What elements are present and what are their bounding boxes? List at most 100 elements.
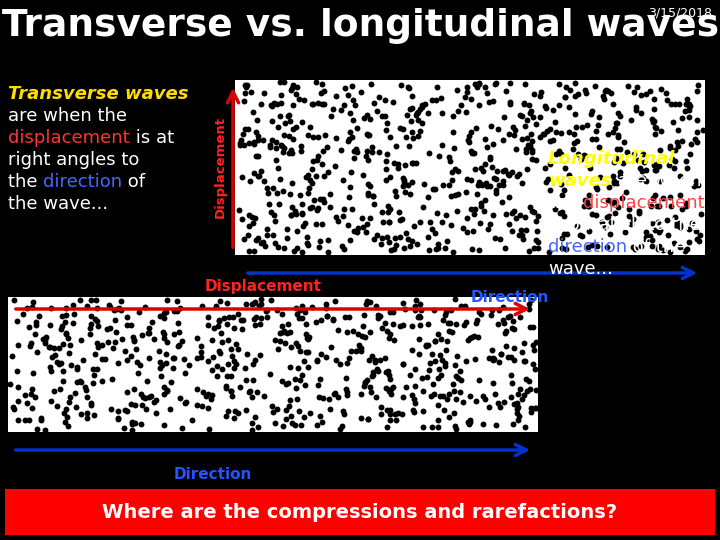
Point	[474, 219, 486, 227]
Point	[88, 364, 99, 373]
Point	[312, 133, 323, 141]
Point	[500, 210, 512, 218]
Point	[508, 206, 520, 215]
Point	[60, 303, 71, 312]
Point	[58, 339, 69, 348]
Point	[487, 379, 499, 388]
Point	[368, 367, 379, 376]
Point	[366, 388, 377, 396]
Point	[26, 385, 37, 394]
Point	[12, 396, 24, 405]
Point	[407, 322, 418, 330]
Point	[655, 84, 667, 93]
Point	[55, 325, 67, 334]
Point	[366, 352, 378, 361]
Point	[413, 313, 424, 321]
Point	[602, 196, 613, 205]
Point	[499, 397, 510, 406]
Point	[364, 213, 376, 222]
Point	[241, 349, 253, 358]
Point	[240, 364, 251, 373]
Point	[431, 96, 442, 104]
Point	[384, 410, 395, 418]
Point	[302, 188, 313, 197]
Point	[373, 310, 384, 319]
Point	[269, 217, 281, 226]
Point	[413, 116, 424, 125]
Point	[382, 150, 393, 158]
Point	[429, 228, 441, 237]
Point	[389, 159, 400, 167]
Text: right angles to: right angles to	[8, 151, 140, 169]
Point	[443, 153, 454, 161]
Point	[691, 116, 703, 125]
Point	[381, 126, 392, 134]
Point	[377, 323, 388, 332]
Point	[202, 313, 214, 321]
Point	[433, 244, 444, 252]
Point	[528, 341, 539, 349]
Point	[344, 128, 356, 137]
Point	[137, 331, 148, 340]
Point	[567, 145, 578, 153]
Point	[292, 244, 303, 252]
Point	[114, 303, 125, 312]
Point	[497, 167, 508, 176]
Point	[360, 228, 372, 237]
Point	[394, 233, 405, 242]
Point	[275, 140, 287, 149]
Point	[519, 356, 531, 365]
Point	[136, 401, 148, 409]
Point	[158, 308, 170, 317]
Point	[279, 338, 291, 347]
Text: wave...: wave...	[548, 260, 613, 278]
Point	[383, 218, 395, 226]
Point	[490, 421, 502, 429]
Point	[607, 127, 618, 136]
Point	[274, 78, 285, 87]
Point	[286, 86, 297, 94]
Point	[673, 219, 685, 227]
Point	[383, 387, 395, 395]
Point	[409, 408, 420, 416]
Point	[12, 383, 24, 391]
Point	[121, 321, 132, 329]
Point	[214, 347, 225, 356]
Point	[550, 127, 562, 136]
Point	[451, 207, 463, 216]
Point	[277, 328, 289, 337]
Point	[288, 246, 300, 255]
Point	[550, 150, 562, 158]
Point	[246, 393, 258, 401]
Point	[590, 126, 602, 135]
Point	[681, 164, 693, 172]
Point	[93, 322, 104, 330]
Point	[222, 335, 233, 344]
Point	[660, 89, 672, 97]
Point	[631, 105, 642, 114]
Point	[250, 321, 261, 329]
Point	[481, 89, 492, 97]
Point	[294, 306, 305, 314]
Point	[652, 218, 664, 227]
Point	[502, 312, 513, 321]
Point	[222, 407, 234, 415]
Point	[390, 192, 402, 200]
Point	[31, 320, 42, 329]
Point	[19, 391, 31, 400]
Text: the: the	[8, 173, 43, 191]
Point	[243, 246, 255, 255]
Point	[346, 132, 358, 141]
Point	[505, 371, 517, 380]
Point	[511, 405, 523, 414]
Point	[208, 353, 220, 362]
Point	[464, 415, 476, 424]
Point	[249, 413, 261, 422]
Point	[411, 109, 423, 117]
Point	[522, 140, 534, 149]
Point	[473, 246, 485, 254]
Point	[457, 397, 469, 406]
Point	[610, 119, 621, 127]
Point	[197, 388, 208, 396]
Point	[436, 109, 447, 118]
